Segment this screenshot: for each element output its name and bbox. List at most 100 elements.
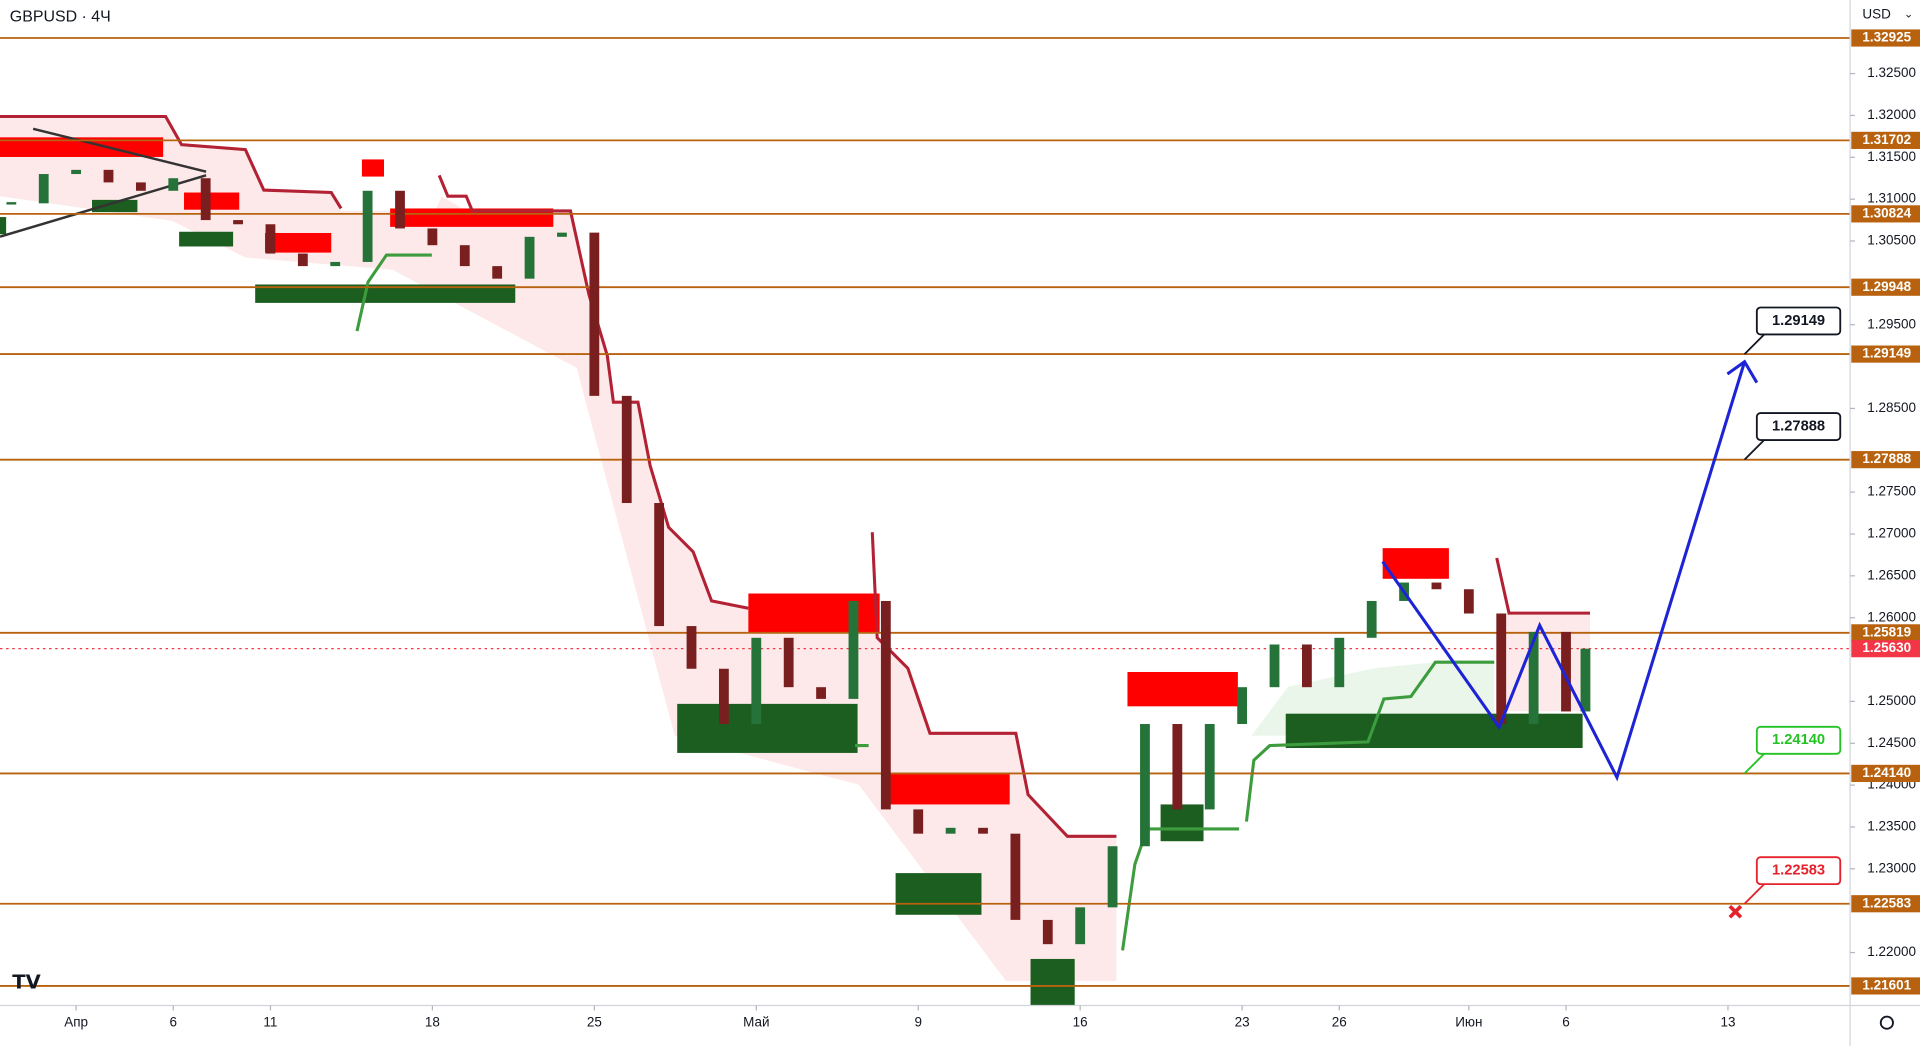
level-tag [1851, 278, 1920, 296]
candle [168, 178, 179, 191]
callout-box [1755, 412, 1842, 441]
candle [1204, 724, 1215, 810]
candle [1366, 600, 1377, 638]
callout-leader [1743, 333, 1765, 355]
candle [71, 169, 82, 175]
x-tick-label: 26 [1332, 1014, 1347, 1029]
candle [492, 266, 503, 279]
settings-icon[interactable] [1879, 1015, 1894, 1030]
x-tick-label: 18 [425, 1014, 440, 1029]
candle [297, 253, 308, 267]
level-label: 1.24140 [1862, 765, 1911, 780]
callout-box [1755, 856, 1842, 886]
candle [1237, 687, 1248, 725]
level-tag [1851, 131, 1920, 149]
callout-label: 1.24140 [1772, 732, 1825, 748]
candle [1042, 919, 1053, 945]
level-label: 1.27888 [1862, 451, 1911, 466]
candle [1010, 833, 1021, 920]
candle [1075, 907, 1086, 945]
candle [589, 232, 600, 396]
y-tick-label: 1.27500 [1867, 484, 1916, 499]
level-label: 1.30824 [1862, 205, 1911, 220]
candle [1528, 631, 1539, 725]
demand-zones [0, 199, 1583, 1006]
currency-caret[interactable]: ⌄ [1904, 9, 1913, 21]
projection [1381, 359, 1759, 782]
level-tag [1851, 895, 1920, 913]
candle [783, 637, 794, 688]
y-tick-label: 1.25000 [1867, 693, 1916, 708]
candle [38, 174, 49, 204]
logo[interactable]: 𝗧𝗩 [12, 972, 41, 994]
x-tick-label: 6 [1562, 1014, 1570, 1029]
candle [913, 809, 924, 834]
candle [816, 687, 826, 699]
candle [200, 178, 211, 221]
callout-label: 1.27888 [1772, 418, 1825, 434]
candle [1580, 648, 1591, 712]
y-tick-label: 1.26500 [1867, 567, 1916, 582]
level-tag [1851, 977, 1920, 995]
candle [1431, 582, 1442, 590]
candle [1301, 644, 1312, 688]
callout-label: 1.22583 [1772, 863, 1825, 879]
callout-box [1755, 725, 1842, 755]
candle [1463, 589, 1474, 614]
x-tick-label: 25 [587, 1014, 602, 1029]
x-tick-label: 9 [914, 1014, 922, 1029]
callout-leader [1743, 753, 1765, 775]
candle [751, 637, 762, 725]
candle [880, 600, 891, 810]
level-label: 1.25819 [1862, 624, 1911, 639]
candle [362, 190, 373, 262]
level-label: 1.29948 [1862, 279, 1911, 294]
x-tick-label: 11 [263, 1014, 277, 1029]
candle [1496, 613, 1507, 725]
y-tick-label: 1.30500 [1867, 233, 1916, 248]
level-tag [1851, 764, 1920, 782]
symbol-title: GBPUSD · 4Ч [10, 8, 111, 25]
candle [1334, 637, 1345, 688]
candle [103, 169, 114, 183]
candle [654, 503, 665, 627]
y-tick-label: 1.22000 [1867, 944, 1916, 959]
stop-marker [1728, 904, 1743, 919]
y-tick-label: 1.32500 [1867, 65, 1916, 80]
x-tick-label: Апр [64, 1014, 88, 1029]
candle [686, 626, 697, 669]
callout-box [1755, 306, 1842, 336]
candle [718, 668, 729, 725]
candle [621, 395, 632, 504]
y-tick-label: 1.26000 [1867, 609, 1916, 624]
candle [1140, 724, 1150, 847]
level-label: 1.32925 [1862, 30, 1911, 45]
candle [978, 827, 988, 834]
level-label: 1.31702 [1862, 132, 1911, 147]
candle [233, 220, 243, 225]
x-tick-label: Май [743, 1014, 769, 1029]
callout-label: 1.29149 [1772, 313, 1825, 329]
candle [1107, 846, 1118, 908]
y-tick-label: 1.32000 [1867, 107, 1916, 122]
candle [1172, 724, 1183, 810]
y-tick-label: 1.28500 [1867, 400, 1916, 415]
candle [945, 827, 956, 834]
currency[interactable]: USD [1862, 6, 1891, 21]
level-tag [1851, 345, 1920, 363]
candle [265, 224, 276, 254]
y-tick-label: 1.24500 [1867, 735, 1916, 750]
x-tick-label: 16 [1073, 1014, 1088, 1029]
y-tick-label: 1.31000 [1867, 191, 1916, 206]
y-tick-label: 1.29500 [1867, 316, 1916, 331]
level-tag [1851, 624, 1920, 642]
candle [1269, 644, 1280, 688]
candle [524, 236, 535, 279]
level-tag [1851, 29, 1920, 47]
candle [459, 245, 470, 267]
candle [848, 600, 859, 699]
x-tick-label: 13 [1720, 1014, 1735, 1029]
trailing-support [355, 253, 1495, 951]
current-price-label: 1.25630 [1862, 640, 1911, 655]
